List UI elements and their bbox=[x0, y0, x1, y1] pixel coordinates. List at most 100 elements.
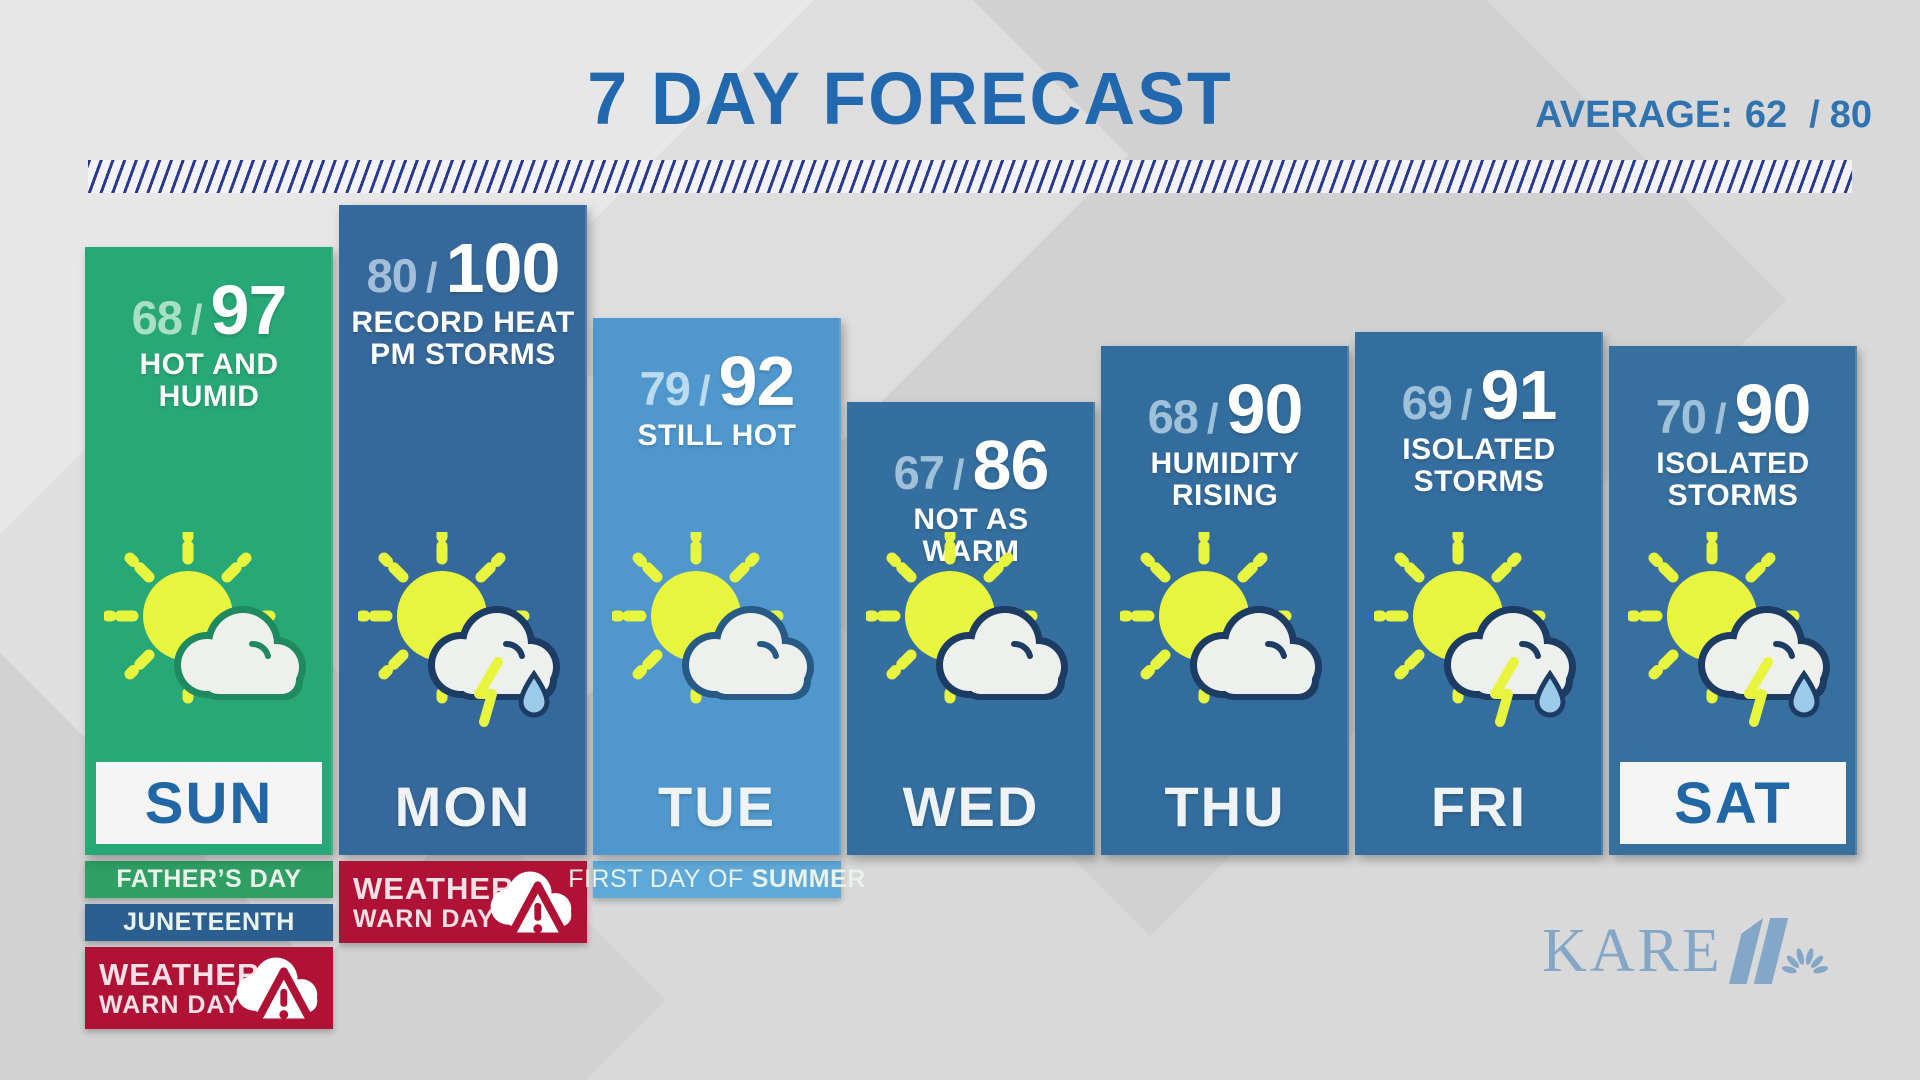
lightning-raindrop bbox=[1490, 657, 1566, 727]
condition-line: ISOLATED bbox=[1656, 447, 1810, 480]
forecast-column-sun: 68 / 97 HOT AND HUMID bbox=[85, 247, 333, 1029]
temps-row: 68 / 97 bbox=[85, 247, 333, 345]
temps-row: 69 / 91 bbox=[1355, 332, 1603, 430]
low-temp: 68 bbox=[1147, 390, 1199, 443]
low-temp: 69 bbox=[1401, 376, 1453, 429]
column-body: 79 / 92 STILL HOT TUE bbox=[593, 318, 841, 855]
day-label-sat: SAT bbox=[1620, 762, 1846, 844]
temp-separator: / bbox=[1460, 381, 1473, 428]
forecast-column-mon: 80 / 100 RECORD HEAT PM STORMS MON bbox=[339, 205, 587, 943]
warn-line1: WEATHER bbox=[99, 956, 261, 992]
banner-text-bold: SUMMER bbox=[751, 865, 866, 893]
condition-line: HUMIDITY bbox=[1150, 447, 1300, 480]
peacock-icon bbox=[1781, 948, 1828, 974]
hatched-divider bbox=[88, 160, 1852, 193]
forecast-column-fri: 69 / 91 ISOLATED STORMS FRI bbox=[1355, 332, 1603, 855]
cloud-fill bbox=[181, 613, 299, 694]
forecast-column-wed: 67 / 86 NOT AS WARM WED bbox=[847, 402, 1095, 855]
day-label-fri: FRI bbox=[1430, 775, 1528, 838]
average-low-temp: 62 bbox=[1744, 94, 1788, 136]
condition-text: ISOLATED STORMS bbox=[1355, 434, 1603, 498]
forecast-column-tue: 79 / 92 STILL HOT TUE FIRST DAY OF SUMME… bbox=[568, 318, 865, 898]
channel-11-mark bbox=[1729, 918, 1789, 984]
day-label-thu: THU bbox=[1164, 775, 1286, 838]
column-body: 80 / 100 RECORD HEAT PM STORMS MON bbox=[339, 205, 587, 855]
page-title: 7 DAY FORECAST bbox=[587, 57, 1233, 140]
column-body: 67 / 86 NOT AS WARM WED bbox=[847, 402, 1095, 855]
condition-line: RISING bbox=[1171, 478, 1279, 512]
average-label: AVERAGE: bbox=[1535, 94, 1733, 136]
temps-row: 68 / 90 bbox=[1101, 346, 1349, 444]
storm-icon bbox=[1374, 532, 1576, 727]
condition-line: STILL HOT bbox=[637, 419, 797, 452]
condition-line: HOT AND bbox=[139, 348, 279, 381]
day-label-mon: MON bbox=[394, 775, 532, 838]
low-temp: 80 bbox=[366, 249, 418, 302]
condition-line: STORMS bbox=[1413, 464, 1545, 498]
storm-icon bbox=[1628, 532, 1830, 727]
kare11-logo: KARE bbox=[1542, 917, 1828, 985]
condition-line: RECORD HEAT bbox=[351, 306, 575, 339]
condition-line: ISOLATED bbox=[1402, 433, 1556, 466]
column-body: 69 / 91 ISOLATED STORMS FRI bbox=[1355, 332, 1603, 855]
temp-separator: / bbox=[190, 296, 203, 343]
high-temp: 92 bbox=[718, 342, 796, 420]
day-label-tue: TUE bbox=[658, 775, 776, 838]
day-label-wed: WED bbox=[902, 775, 1040, 838]
condition-text: STILL HOT bbox=[593, 420, 841, 452]
banner-text-prefix: FIRST DAY OF bbox=[568, 865, 744, 893]
lightning-raindrop bbox=[474, 657, 550, 727]
temp-separator: / bbox=[1206, 395, 1219, 442]
temp-separator: / bbox=[698, 367, 711, 414]
condition-text: ISOLATED STORMS bbox=[1609, 448, 1857, 512]
column-body: 68 / 90 HUMIDITY RISING THU bbox=[1101, 346, 1349, 855]
temp-separator: / bbox=[425, 254, 438, 301]
lightning-raindrop bbox=[1744, 657, 1820, 727]
high-temp: 100 bbox=[445, 229, 561, 307]
temps-row: 79 / 92 bbox=[593, 318, 841, 416]
banner-first-day-of-summer: FIRST DAY OF SUMMER bbox=[568, 861, 865, 898]
warn-line1: WEATHER bbox=[353, 870, 515, 906]
station-name: KARE bbox=[1542, 917, 1723, 985]
high-temp: 90 bbox=[1226, 370, 1304, 448]
low-temp: 67 bbox=[893, 446, 945, 499]
column-body: 68 / 97 HOT AND HUMID bbox=[85, 247, 333, 855]
partly-cloudy-icon bbox=[104, 532, 306, 704]
partly-cloudy-icon bbox=[1120, 532, 1322, 704]
low-temp: 70 bbox=[1655, 390, 1707, 443]
warn-line2: WARN DAY bbox=[99, 990, 241, 1019]
banner-juneteenth: JUNETEENTH bbox=[85, 904, 333, 941]
banner-weather-warn-day: WEATHER WARN DAY bbox=[85, 947, 333, 1029]
warning-cloud-icon bbox=[490, 871, 572, 941]
banner-weather-warn-day: WEATHER WARN DAY bbox=[339, 861, 587, 943]
condition-line: NOT AS bbox=[913, 503, 1029, 536]
temps-row: 67 / 86 bbox=[847, 402, 1095, 500]
warn-text: WEATHER WARN DAY bbox=[353, 873, 514, 932]
condition-line: STORMS bbox=[1667, 478, 1799, 512]
temps-row: 70 / 90 bbox=[1609, 346, 1857, 444]
partly-cloudy-icon bbox=[866, 532, 1068, 704]
average-high-temp: 80 bbox=[1829, 94, 1872, 136]
forecast-column-thu: 68 / 90 HUMIDITY RISING THU bbox=[1101, 346, 1349, 855]
condition-text: RECORD HEAT PM STORMS bbox=[339, 307, 587, 371]
low-temp: 79 bbox=[639, 362, 691, 415]
banner-fathers-day: FATHER’S DAY bbox=[85, 861, 333, 898]
partly-cloudy-icon bbox=[612, 532, 814, 704]
average-readout: AVERAGE: 62 / 80 bbox=[1535, 94, 1872, 137]
low-temp: 68 bbox=[131, 291, 183, 344]
high-temp: 97 bbox=[210, 271, 288, 349]
warn-text: WEATHER WARN DAY bbox=[99, 959, 260, 1018]
high-temp: 86 bbox=[972, 426, 1050, 504]
storm-icon bbox=[358, 532, 560, 727]
condition-line: PM STORMS bbox=[370, 337, 556, 371]
banner-text: JUNETEENTH bbox=[123, 908, 295, 936]
temp-separator: / bbox=[1714, 395, 1727, 442]
condition-text: HOT AND HUMID bbox=[85, 349, 333, 413]
condition-text: HUMIDITY RISING bbox=[1101, 448, 1349, 512]
day-label-sun: SUN bbox=[96, 762, 322, 844]
condition-line: HUMID bbox=[158, 379, 260, 413]
high-temp: 91 bbox=[1480, 356, 1558, 434]
warn-line2: WARN DAY bbox=[353, 904, 495, 933]
high-temp: 90 bbox=[1734, 370, 1812, 448]
warning-cloud-icon bbox=[236, 957, 318, 1027]
